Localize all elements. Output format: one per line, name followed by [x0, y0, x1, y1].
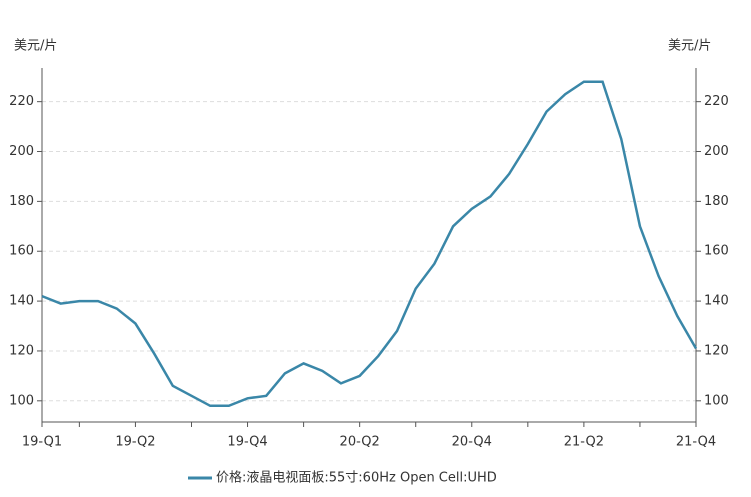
- y-tick-label: 180: [9, 194, 34, 209]
- y-tick-label: 120: [9, 343, 34, 358]
- x-tick-label: 20-Q4: [452, 435, 492, 450]
- y-tick-label-right: 120: [704, 343, 729, 358]
- x-tick-label: 19-Q2: [115, 435, 155, 450]
- x-tick-label: 21-Q2: [564, 435, 604, 450]
- y-tick-label: 220: [9, 94, 34, 109]
- y-tick-label-right: 160: [704, 244, 729, 259]
- x-tick-label: 20-Q2: [340, 435, 380, 450]
- y-tick-label-right: 220: [704, 94, 729, 109]
- y-tick-label: 200: [9, 144, 34, 159]
- x-tick-label: 21-Q4: [676, 435, 716, 450]
- y-tick-label: 100: [9, 393, 34, 408]
- y-tick-label-right: 100: [704, 393, 729, 408]
- y-axis-unit-right: 美元/片: [668, 39, 711, 54]
- y-tick-label-right: 180: [704, 194, 729, 209]
- y-tick-label: 140: [9, 294, 34, 309]
- y-tick-label-right: 140: [704, 294, 729, 309]
- y-tick-label: 160: [9, 244, 34, 259]
- legend-label: 价格:液晶电视面板:55寸:60Hz Open Cell:UHD: [216, 470, 497, 486]
- data-line: [41, 80, 698, 408]
- y-axis-unit: 美元/片: [14, 39, 57, 54]
- x-tick-label: 19-Q4: [227, 435, 267, 450]
- x-tick-label: 19-Q1: [22, 435, 62, 450]
- y-tick-label-right: 200: [704, 144, 729, 159]
